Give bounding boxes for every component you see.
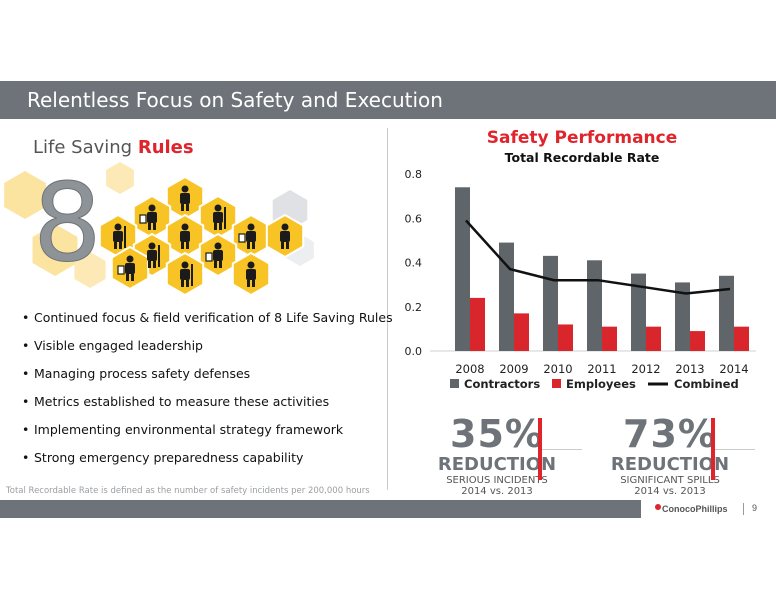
y-tick-label: 0.4: [405, 257, 423, 270]
decor-hexagon: [106, 162, 134, 194]
bullet-item: Continued focus & field verification of …: [22, 306, 393, 334]
decor-hexagon: [4, 171, 46, 219]
bar-contractors: [587, 260, 602, 351]
stat-rule: [542, 449, 582, 450]
footnote: Total Recordable Rate is defined as the …: [6, 486, 370, 496]
safety-performance-chart: 0.0 0.2 0.4 0.6 0.8 2008 2009 2010 2011 2012 2013 2…: [405, 168, 756, 391]
chart-subtitle: Total Recordable Rate: [504, 150, 660, 165]
harness-icon: [180, 223, 190, 249]
bar-contractors: [631, 273, 646, 351]
ladder-icon: [139, 204, 157, 230]
bar-employees: [558, 324, 573, 351]
y-tick-label: 0.8: [405, 168, 423, 181]
legend-swatch-contractors: [450, 379, 459, 388]
chart-legend: Contractors Employees Combined: [450, 377, 739, 391]
bar-contractors: [719, 275, 734, 351]
lsr-title-text: Life Saving: [33, 137, 138, 158]
bar-employees: [646, 326, 661, 351]
x-tick-label: 2010: [543, 362, 572, 376]
conocophillips-logo-mark: [655, 504, 661, 510]
bullet-item: Managing process safety defenses: [22, 362, 393, 390]
y-tick-label: 0.6: [405, 212, 423, 225]
footer-separator: [743, 503, 744, 515]
stat-accent-bar: [711, 418, 715, 480]
bar-contractors: [455, 187, 470, 351]
decor-hexagon: [32, 224, 78, 276]
x-tick-label: 2012: [631, 362, 660, 376]
people-icon: [213, 204, 226, 230]
crane-icon: [113, 223, 126, 249]
page-title: Relentless Focus on Safety and Execution: [27, 88, 443, 112]
big-number-eight: 8: [33, 161, 102, 286]
footer-bar: [0, 500, 776, 518]
page-number: 9: [752, 503, 758, 513]
bar-employees: [602, 326, 617, 351]
bar-employees: [690, 331, 705, 351]
x-tick-label: 2009: [499, 362, 528, 376]
stat-rule: [715, 449, 755, 450]
stat-desc-line1: SERIOUS INCIDENTS: [446, 475, 548, 486]
legend-label: Employees: [566, 377, 636, 391]
stat-percent: 73%: [623, 412, 717, 456]
footer-logo-panel: [641, 500, 776, 518]
permit-icon: [147, 242, 160, 268]
stat-percent: 35%: [450, 412, 544, 456]
stat-label: REDUCTION: [610, 454, 730, 475]
header-bar: Relentless Focus on Safety and Execution: [0, 81, 776, 119]
line-combined: [465, 219, 731, 295]
stat-accent-bar: [538, 418, 542, 480]
stat-label: REDUCTION: [437, 454, 557, 475]
bullet-list: Continued focus & field verification of …: [22, 306, 393, 474]
decor-hexagon: [74, 252, 106, 288]
x-tick-label: 2014: [719, 362, 748, 376]
bullet-item: Metrics established to measure these act…: [22, 390, 393, 418]
bar-contractors: [543, 255, 558, 351]
company-logo: ConocoPhillips: [662, 504, 728, 514]
lockout-icon: [238, 223, 256, 249]
x-tick-label: 2008: [455, 362, 484, 376]
bar-employees: [734, 326, 749, 351]
stat-desc-line2: 2014 vs. 2013: [634, 486, 706, 497]
bar-employees: [470, 297, 485, 351]
legend-swatch-employees: [552, 379, 561, 388]
bullet-item: Implementing environmental strategy fram…: [22, 418, 393, 446]
life-saving-rules-graphic: 8: [4, 161, 314, 297]
life-saving-rules-title: Life Saving Rules: [33, 137, 194, 158]
people-icon: [117, 255, 135, 281]
lsr-title-accent: Rules: [137, 137, 194, 158]
bullet-item: Visible engaged leadership: [22, 334, 393, 362]
legend-label: Contractors: [464, 377, 540, 391]
bar-contractors: [675, 282, 690, 351]
bullet-item: Strong emergency preparedness capability: [22, 446, 393, 474]
y-tick-label: 0.0: [405, 345, 423, 358]
stat-desc-line2: 2014 vs. 2013: [461, 486, 533, 497]
legend-label: Combined: [674, 377, 739, 391]
chart-title: Safety Performance: [486, 128, 678, 148]
gauge-icon: [205, 242, 223, 268]
electrical-icon: [246, 261, 256, 287]
bar-employees: [514, 313, 529, 351]
worker-icon: [180, 261, 193, 287]
worker-icon: [180, 185, 190, 211]
x-tick-label: 2011: [587, 362, 616, 376]
excavator-icon: [280, 223, 290, 249]
stat-desc-line1: SIGNIFICANT SPILLS: [620, 475, 720, 486]
y-tick-label: 0.2: [405, 301, 423, 314]
x-tick-label: 2013: [675, 362, 704, 376]
